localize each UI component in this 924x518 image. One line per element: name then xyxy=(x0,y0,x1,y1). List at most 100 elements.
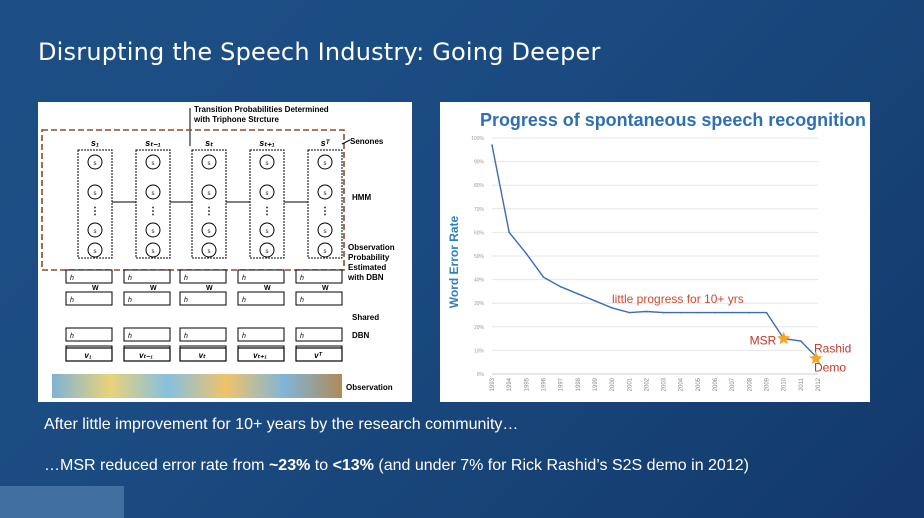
senones-pointer xyxy=(341,139,351,145)
hmm-state-label: s xyxy=(266,229,269,235)
ellipsis: ⋮ xyxy=(204,206,214,217)
x-tick-label: 2010 xyxy=(782,377,788,391)
hmm-state-node xyxy=(201,184,217,200)
data-point xyxy=(525,252,528,255)
data-point xyxy=(800,340,802,342)
dbn-hidden-unit xyxy=(179,269,227,284)
hmm-state-node xyxy=(317,242,333,258)
hmm-state-label: s xyxy=(208,191,211,197)
visible-unit-label: vₜ₋₁ xyxy=(139,351,153,360)
hmm-state-label: s xyxy=(208,161,211,167)
weight-label: W xyxy=(264,285,271,292)
dbn-hidden-label: h xyxy=(242,333,246,340)
hmm-state-node xyxy=(201,242,217,258)
dbn-hidden-unit xyxy=(237,327,285,342)
visible-unit-label: vₜ xyxy=(199,351,206,360)
ellipsis: ⋮ xyxy=(320,206,330,217)
x-tick-label: 2002 xyxy=(644,377,650,391)
data-point xyxy=(662,311,665,314)
weight-label: W xyxy=(206,285,213,292)
dbn-hidden-label: h xyxy=(300,275,304,282)
hmm-state-label: s xyxy=(94,191,97,197)
x-tick-label: 2004 xyxy=(679,377,685,391)
x-tick-label: 2005 xyxy=(696,377,702,391)
dbn-hidden-unit xyxy=(237,269,285,284)
ellipsis: ⋮ xyxy=(90,206,100,217)
annotation-msr: MSR xyxy=(750,334,777,348)
hmm-state-label: s xyxy=(152,229,155,235)
wer-chart-svg: Progress of spontaneous speech recogniti… xyxy=(447,110,866,391)
wer-chart-panel: Progress of spontaneous speech recogniti… xyxy=(440,102,870,402)
hmm-state-node xyxy=(145,242,161,258)
dbn-hidden-label: h xyxy=(128,275,132,282)
dbn-hidden-label: h xyxy=(70,333,74,340)
hmm-state-label: s xyxy=(152,191,155,197)
hmm-state-label: s xyxy=(94,229,97,235)
column-label: sₜ xyxy=(205,138,214,148)
dbn-hidden-unit xyxy=(65,291,113,306)
state-column xyxy=(77,149,113,259)
hmm-state-label: s xyxy=(266,161,269,167)
dbn-label: DBN xyxy=(352,331,370,340)
y-tick-label: 20% xyxy=(474,325,485,331)
dbn-hidden-unit xyxy=(295,269,343,284)
visible-unit-label: v₁ xyxy=(84,351,91,360)
observation-label: Observation xyxy=(346,383,393,392)
dbn-hidden-unit xyxy=(179,291,227,306)
x-tick-label: 2000 xyxy=(610,377,616,391)
dbn-hidden-unit xyxy=(123,269,171,284)
hmm-state-node xyxy=(145,222,161,238)
x-tick-label: 2003 xyxy=(662,377,668,391)
ellipsis: ⋮ xyxy=(262,206,272,217)
dbn-hidden-label: h xyxy=(184,275,188,282)
column-label: sₜ₊₁ xyxy=(259,138,275,148)
x-tick-label: 1996 xyxy=(541,377,547,391)
dbn-hidden-label: h xyxy=(70,275,74,282)
y-tick-label: 70% xyxy=(474,207,485,213)
hmm-state-node xyxy=(201,222,217,238)
dbn-hidden-label: h xyxy=(300,297,304,304)
visible-unit-label: vᵀ xyxy=(314,351,322,360)
data-point xyxy=(508,231,510,234)
hmm-state-node xyxy=(87,184,103,200)
obs-prob-label-line: Estimated xyxy=(348,263,386,272)
dbn-hidden-label: h xyxy=(128,297,132,304)
hmm-state-label: s xyxy=(324,249,327,255)
hmm-state-node xyxy=(317,154,333,170)
caption-bold-23: ~23% xyxy=(268,457,311,474)
obs-prob-label-line: with DBN xyxy=(347,273,384,282)
caption-part: (and under 7% for Rick Rashid’s S2S demo… xyxy=(373,457,749,474)
annotation-rashid: Rashid xyxy=(814,342,851,356)
hmm-state-node xyxy=(145,184,161,200)
weight-label: W xyxy=(150,285,157,292)
data-point xyxy=(714,311,716,314)
annotation-demo: Demo xyxy=(814,361,846,375)
dbn-hidden-label: h xyxy=(70,297,74,304)
taskbar-strip xyxy=(0,486,124,518)
obs-prob-label-line: Probability xyxy=(348,253,390,262)
shared-label: Shared xyxy=(352,313,379,322)
hmm-state-node xyxy=(317,222,333,238)
hmm-state-label: s xyxy=(94,249,97,255)
data-point xyxy=(542,276,545,279)
dbn-hidden-unit xyxy=(295,291,343,306)
hmm-state-label: s xyxy=(152,249,155,255)
y-tick-label: 80% xyxy=(474,183,485,189)
dbn-hmm-diagram: Transition Probabilities Determined with … xyxy=(38,102,412,402)
x-tick-label: 1999 xyxy=(593,377,599,391)
obs-prob-label-line: Observation xyxy=(348,243,395,252)
hmm-state-label: s xyxy=(324,191,327,197)
data-point xyxy=(679,311,682,314)
caption-improvement: After little improvement for 10+ years b… xyxy=(44,416,519,433)
dbn-hidden-unit xyxy=(123,327,171,342)
dbn-hidden-label: h xyxy=(242,275,246,282)
caption-part: …MSR reduced error rate from xyxy=(44,457,269,474)
column-label: sᵀ xyxy=(321,138,331,148)
x-tick-label: 2008 xyxy=(747,377,753,391)
top-label-line1: Transition Probabilities Determined xyxy=(194,105,329,114)
hmm-state-node xyxy=(87,154,103,170)
x-tick-label: 1994 xyxy=(507,377,513,391)
dbn-hidden-unit xyxy=(295,327,343,342)
x-tick-label: 2011 xyxy=(799,377,805,391)
caption-part: to xyxy=(310,457,333,474)
